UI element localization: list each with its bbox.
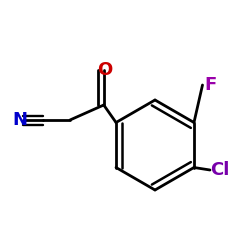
Text: N: N xyxy=(12,111,28,129)
Text: O: O xyxy=(98,61,112,79)
Text: Cl: Cl xyxy=(210,161,230,179)
Text: F: F xyxy=(204,76,216,94)
